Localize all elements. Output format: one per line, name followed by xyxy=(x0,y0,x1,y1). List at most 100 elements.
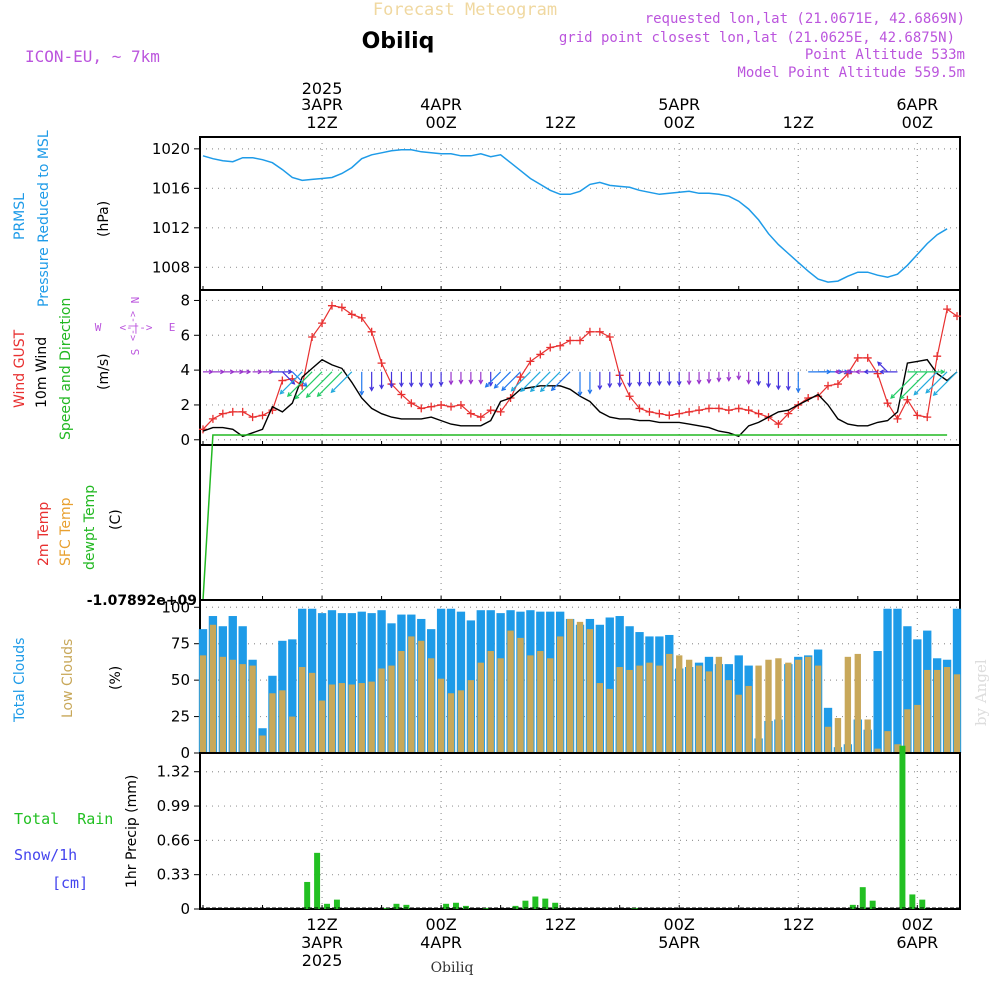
low-cloud-bar xyxy=(437,678,445,753)
low-cloud-bar xyxy=(537,651,544,753)
compass-rose: N <-|-> S W <-|-> E xyxy=(95,297,176,356)
low-cloud-bar xyxy=(289,716,296,753)
bottom-axis-date: 5APR xyxy=(658,933,700,952)
wind-arrow-head xyxy=(448,380,454,386)
wind-direction-arrow xyxy=(540,371,561,392)
wind-arrow-head xyxy=(501,386,507,392)
wind-arrow-head xyxy=(418,382,424,388)
wind-arrow-head xyxy=(408,382,414,388)
gust-point xyxy=(665,411,674,420)
low-cloud-bar xyxy=(666,653,673,753)
meteogram-title: Forecast Meteogram xyxy=(373,0,557,20)
low-cloud-bar xyxy=(279,690,286,753)
gust-point xyxy=(625,392,634,401)
wind-arrow-head xyxy=(550,386,556,392)
gust-point xyxy=(476,413,485,422)
top-axis-date: 4APR xyxy=(420,95,462,114)
wind-direction-arrow xyxy=(501,371,521,391)
gust-point xyxy=(754,409,763,418)
wind-arrow-head xyxy=(597,385,603,391)
gust-point xyxy=(496,407,505,416)
low-cloud-bar xyxy=(676,655,683,753)
bottom-axis-hour: 00Z xyxy=(664,915,695,934)
bottom-axis-hour: 12Z xyxy=(544,915,575,934)
wind-arrow-head xyxy=(746,379,752,385)
prmsl-label: PRMSL xyxy=(12,193,28,240)
low-cloud-bar xyxy=(428,658,435,753)
gust-point xyxy=(337,303,346,312)
wind-arrow-head xyxy=(587,389,593,395)
total-cloud-bar xyxy=(317,613,327,753)
compass-w: W xyxy=(95,321,102,334)
location-title: Obiliq xyxy=(362,29,435,54)
wind-arrow-head xyxy=(716,377,722,383)
low-cloud-bar xyxy=(388,665,395,753)
wind-arrow-head xyxy=(369,386,375,392)
wind-arrow-head xyxy=(756,381,762,387)
model-altitude: Model Point Altitude 559.5m xyxy=(737,65,965,81)
low-cloud-bar xyxy=(378,668,385,753)
gust-point xyxy=(695,406,704,415)
precip-bar xyxy=(919,899,926,909)
top-axis-hour: 12Z xyxy=(306,113,337,132)
gust-point xyxy=(873,369,882,378)
total-cloud-bar xyxy=(903,626,912,753)
y-tick-label: 1020 xyxy=(152,140,190,158)
wind-arrow-head xyxy=(617,382,623,388)
y-tick-label: 1016 xyxy=(152,179,190,197)
clouds-panel: 0 25 50 75 100 xyxy=(161,598,962,762)
low-cloud-bar xyxy=(824,726,832,753)
wind-direction-arrow xyxy=(925,371,948,394)
gust-point xyxy=(585,327,594,336)
y-tick-label: 4 xyxy=(180,361,190,379)
gust-point xyxy=(655,409,664,418)
gust-point xyxy=(437,400,446,409)
wind-direction-arrow xyxy=(511,371,531,392)
wind-label: 10m Wind xyxy=(34,337,50,408)
total-cloud-bar xyxy=(347,613,356,753)
low-cloud-bar xyxy=(646,662,653,753)
gust-point xyxy=(933,352,942,361)
total-cloud-bar xyxy=(913,639,922,753)
wind-arrow-head xyxy=(726,376,732,382)
gust-point xyxy=(833,380,842,389)
top-axis-hour: 12Z xyxy=(783,113,814,132)
sfc-temp-label: SFC Temp xyxy=(58,497,74,566)
wind-arrow-head xyxy=(330,388,336,394)
footer-location: Obiliq xyxy=(431,960,474,976)
low-cloud-bar xyxy=(765,659,772,753)
gust-point xyxy=(744,406,753,415)
compass-s: S xyxy=(129,349,142,356)
wind-arrow-head xyxy=(520,387,525,393)
gust-point xyxy=(576,336,584,345)
gust-point xyxy=(526,357,535,366)
wind-direction-arrow xyxy=(279,371,303,395)
low-cloud-bar xyxy=(408,636,415,753)
gust-point xyxy=(635,404,644,413)
wind-arrow-head xyxy=(899,394,905,400)
wind-arrow-head xyxy=(785,385,791,392)
wind-arrow-head xyxy=(863,369,869,375)
top-axis-year: 2025 xyxy=(302,79,343,98)
low-cloud-bar xyxy=(904,709,911,753)
wind-direction-arrow xyxy=(317,371,343,397)
y-tick-label: 75 xyxy=(171,635,190,653)
precip-bar xyxy=(849,904,856,909)
low-cloud-bar xyxy=(447,693,455,753)
precip-bar xyxy=(314,852,321,909)
low-cloud-bar xyxy=(418,640,425,753)
grid-point-coords: grid point closest lon,lat (21.0625E, 42… xyxy=(559,30,955,46)
low-cloud-bar xyxy=(953,674,961,753)
pressure-line xyxy=(202,149,948,283)
gust-point xyxy=(367,327,376,336)
panel-frame xyxy=(199,444,961,601)
precip-bar xyxy=(453,902,459,909)
y-tick-label: 6 xyxy=(180,326,190,344)
low-cloud-bar xyxy=(943,667,951,753)
wind-arrow-head xyxy=(932,391,938,397)
low-cloud-bar xyxy=(725,680,732,753)
top-axis-date: 5APR xyxy=(658,95,700,114)
gust-point xyxy=(427,402,436,411)
clouds-unit: (%) xyxy=(108,666,124,690)
